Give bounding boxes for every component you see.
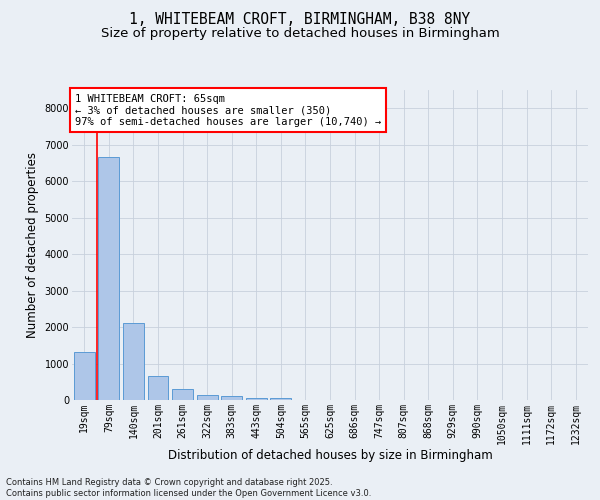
Bar xyxy=(98,158,119,400)
Bar xyxy=(221,396,242,400)
Text: 1 WHITEBEAM CROFT: 65sqm
← 3% of detached houses are smaller (350)
97% of semi-d: 1 WHITEBEAM CROFT: 65sqm ← 3% of detache… xyxy=(75,94,381,127)
Bar xyxy=(172,389,193,400)
Text: Size of property relative to detached houses in Birmingham: Size of property relative to detached ho… xyxy=(101,28,499,40)
Text: Contains HM Land Registry data © Crown copyright and database right 2025.
Contai: Contains HM Land Registry data © Crown c… xyxy=(6,478,371,498)
Bar xyxy=(123,324,144,400)
X-axis label: Distribution of detached houses by size in Birmingham: Distribution of detached houses by size … xyxy=(167,450,493,462)
Bar xyxy=(271,398,292,400)
Y-axis label: Number of detached properties: Number of detached properties xyxy=(26,152,39,338)
Bar xyxy=(148,376,169,400)
Text: 1, WHITEBEAM CROFT, BIRMINGHAM, B38 8NY: 1, WHITEBEAM CROFT, BIRMINGHAM, B38 8NY xyxy=(130,12,470,28)
Bar xyxy=(74,352,95,400)
Bar xyxy=(197,396,218,400)
Bar xyxy=(246,398,267,400)
